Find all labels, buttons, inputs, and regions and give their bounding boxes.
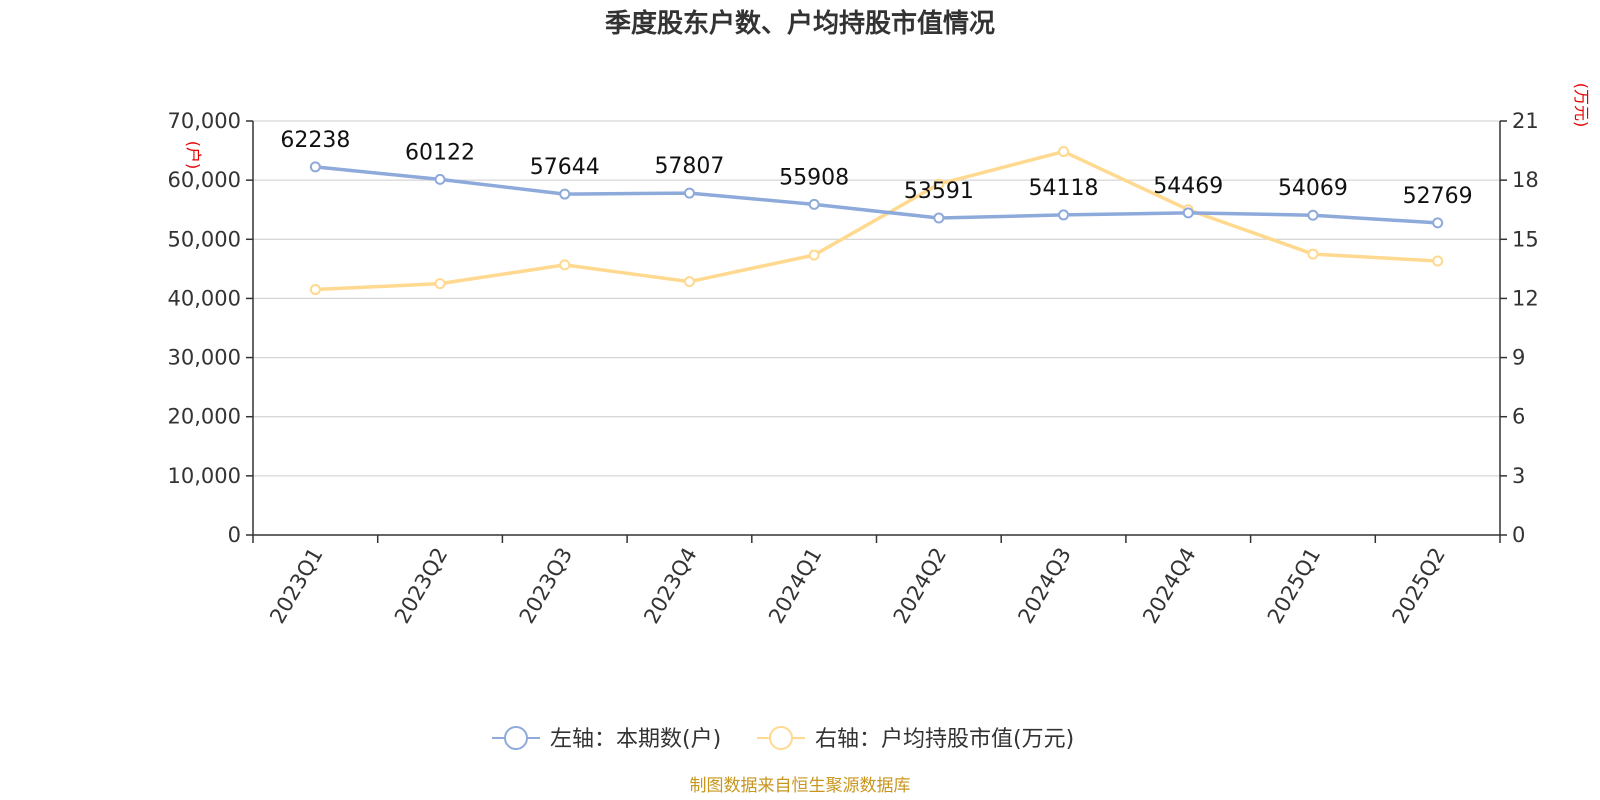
data-label: 57644 bbox=[530, 155, 600, 180]
legend[interactable]: 左轴：本期数(户) 右轴：户均持股市值(万元) bbox=[492, 726, 1074, 752]
data-point-1 bbox=[683, 276, 695, 288]
left-axis-unit: (户) bbox=[184, 141, 203, 170]
data-label: 55908 bbox=[779, 165, 849, 190]
data-label: 54069 bbox=[1278, 176, 1348, 201]
x-tick-label: 2024Q3 bbox=[1013, 544, 1075, 628]
left-tick-label: 40,000 bbox=[168, 286, 241, 310]
data-point-1 bbox=[1307, 248, 1319, 260]
data-label: 57807 bbox=[654, 154, 724, 179]
left-tick-label: 0 bbox=[228, 523, 241, 547]
left-tick-label: 50,000 bbox=[168, 227, 241, 251]
data-point-0 bbox=[559, 188, 571, 200]
right-tick-label: 15 bbox=[1512, 227, 1539, 251]
left-tick-label: 10,000 bbox=[168, 464, 241, 488]
data-label: 53591 bbox=[904, 179, 974, 204]
legend-marker-0 bbox=[504, 726, 528, 750]
data-point-1 bbox=[1058, 146, 1070, 158]
data-point-1 bbox=[559, 259, 571, 271]
data-point-1 bbox=[933, 178, 945, 190]
right-axis-ticks: 0 3 6 9 12 15 18 21 bbox=[1500, 109, 1539, 547]
data-point-0 bbox=[1432, 217, 1444, 229]
data-label: 52769 bbox=[1403, 184, 1473, 209]
data-point-0 bbox=[1058, 209, 1070, 221]
left-tick-label: 60,000 bbox=[168, 168, 241, 192]
x-axis-ticks: 2023Q1 2023Q2 2023Q3 2023Q4 2024Q1 2024Q2 2024… bbox=[252, 535, 1501, 628]
series-layer bbox=[309, 146, 1444, 296]
x-tick-label: 2024Q2 bbox=[889, 544, 951, 628]
data-point-0 bbox=[1182, 207, 1194, 219]
x-tick-label: 2025Q1 bbox=[1263, 544, 1325, 628]
x-tick-label: 2025Q2 bbox=[1388, 544, 1450, 628]
legend-label-1: 右轴：户均持股市值(万元) bbox=[815, 727, 1074, 752]
right-tick-label: 12 bbox=[1512, 286, 1539, 310]
chart-title: 季度股东户数、户均持股市值情况 bbox=[605, 8, 995, 39]
left-tick-label: 20,000 bbox=[168, 405, 241, 429]
x-tick-label: 2024Q4 bbox=[1138, 544, 1200, 628]
data-point-0 bbox=[683, 187, 695, 199]
data-point-1 bbox=[1432, 255, 1444, 267]
data-point-0 bbox=[933, 212, 945, 224]
data-point-0 bbox=[434, 173, 446, 185]
x-tick-label: 2023Q2 bbox=[390, 544, 452, 628]
series-line-1 bbox=[315, 149, 1438, 292]
data-point-1 bbox=[434, 278, 446, 290]
data-label: 62238 bbox=[280, 128, 350, 153]
x-tick-label: 2023Q3 bbox=[515, 544, 577, 628]
source-note: 制图数据来自恒生聚源数据库 bbox=[690, 776, 911, 796]
x-tick-label: 2023Q4 bbox=[639, 544, 701, 628]
data-point-0 bbox=[1307, 209, 1319, 221]
right-tick-label: 21 bbox=[1512, 109, 1539, 133]
x-tick-label: 2023Q1 bbox=[265, 544, 327, 628]
data-label: 54118 bbox=[1029, 176, 1099, 201]
right-tick-label: 6 bbox=[1512, 405, 1525, 429]
left-tick-label: 70,000 bbox=[168, 109, 241, 133]
series-line-0 bbox=[315, 165, 1438, 225]
data-point-1 bbox=[309, 284, 321, 296]
data-label: 60122 bbox=[405, 140, 475, 165]
data-point-0 bbox=[808, 198, 820, 210]
right-tick-label: 3 bbox=[1512, 464, 1525, 488]
right-axis-unit: (万元) bbox=[1572, 83, 1591, 128]
right-tick-label: 18 bbox=[1512, 168, 1539, 192]
legend-marker-1 bbox=[769, 726, 793, 750]
data-label: 54469 bbox=[1153, 174, 1223, 199]
data-point-0 bbox=[309, 161, 321, 173]
data-labels: 62238 60122 57644 57807 55908 53591 54118 54469… bbox=[280, 128, 1472, 209]
right-tick-label: 9 bbox=[1512, 346, 1525, 370]
legend-label-0: 左轴：本期数(户) bbox=[550, 727, 721, 752]
right-tick-label: 0 bbox=[1512, 523, 1525, 547]
left-tick-label: 30,000 bbox=[168, 346, 241, 370]
data-point-1 bbox=[808, 249, 820, 261]
x-tick-label: 2024Q1 bbox=[764, 544, 826, 628]
left-axis-ticks: 0 10,000 20,000 30,000 40,000 50,000 60,000 70,… bbox=[168, 109, 253, 547]
